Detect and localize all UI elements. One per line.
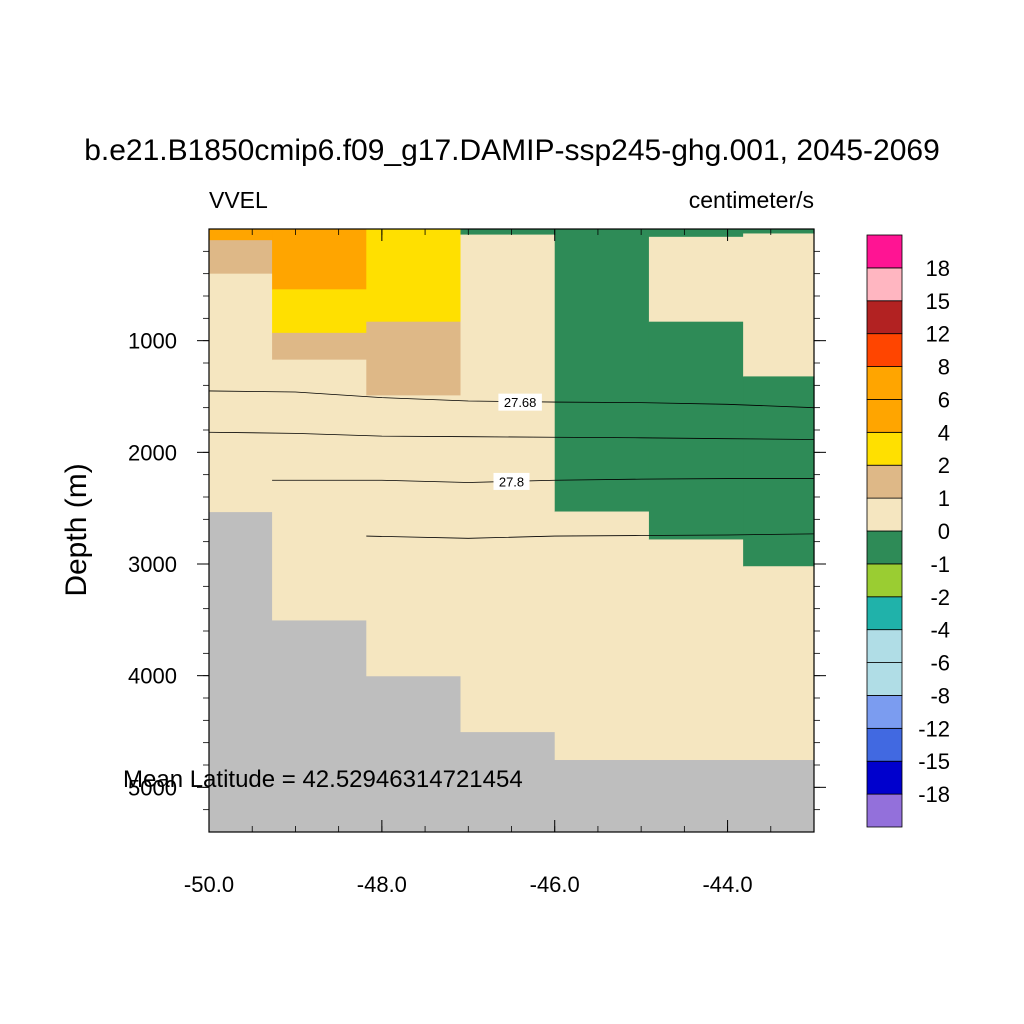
colorbar-label-2: -12 bbox=[918, 716, 950, 741]
cell-col6-seg3 bbox=[743, 566, 815, 761]
cell-col6-seg2 bbox=[743, 376, 815, 567]
cell-col0-seg0 bbox=[209, 229, 273, 241]
colorbar-swatch-6 bbox=[866, 596, 903, 631]
colorbar-label-4: -6 bbox=[930, 651, 950, 676]
colorbar-label-8: 0 bbox=[938, 519, 950, 544]
cell-col2-seg2 bbox=[366, 395, 462, 677]
cell-col2-seg1 bbox=[366, 321, 462, 396]
colorbar-label-1: -15 bbox=[918, 749, 950, 774]
y-tick-label-4: 5000 bbox=[128, 775, 177, 800]
contour-lines: 27.68 27.8 bbox=[208, 390, 815, 539]
colorbar-swatch-1 bbox=[866, 760, 903, 795]
colorbar-swatch-14 bbox=[866, 333, 903, 367]
colorbar-label-9: 1 bbox=[938, 486, 950, 511]
cell-col6-seg0 bbox=[743, 229, 815, 235]
colorbar-swatch-17 bbox=[866, 234, 903, 269]
colorbar-swatch-12 bbox=[866, 399, 903, 433]
colorbar-label-11: 4 bbox=[938, 420, 950, 445]
colorbar-swatch-9 bbox=[866, 497, 903, 532]
x-tick-label-2: -46.0 bbox=[530, 872, 580, 897]
colorbar-label-6: -2 bbox=[930, 585, 950, 610]
cell-col5-seg2 bbox=[648, 321, 744, 541]
y-tick-label-0: 1000 bbox=[128, 329, 177, 354]
contour-line-5 bbox=[366, 533, 815, 539]
cell-col1-seg3 bbox=[272, 359, 367, 621]
cell-col1-seg2 bbox=[272, 332, 367, 361]
x-tick-label-0: -50.0 bbox=[184, 872, 234, 897]
cell-col5-seg3 bbox=[648, 539, 744, 761]
contour-label-bg-1 bbox=[498, 393, 542, 411]
colorbar-swatch-7 bbox=[866, 563, 903, 598]
mean-latitude-note: Mean Latitude = 42.52946314721454 bbox=[123, 766, 523, 793]
axes: -50.0 -48.0 -46.0 -44.0 1000 2000 3000 4000 5000 bbox=[128, 228, 826, 897]
y-tick-label-1: 2000 bbox=[128, 440, 177, 465]
colorbar-swatch-15 bbox=[866, 300, 903, 335]
colorbar-swatch-8 bbox=[866, 530, 903, 565]
cell-col1-seg1 bbox=[272, 289, 367, 334]
contour-label-bg-4 bbox=[493, 472, 530, 490]
colorbar-swatch-3 bbox=[866, 695, 903, 729]
colorbar-label-16: 18 bbox=[926, 256, 950, 281]
colorbar-label-15: 15 bbox=[926, 289, 950, 314]
x-tick-label-1: -48.0 bbox=[357, 872, 407, 897]
colorbar-swatch-13 bbox=[866, 366, 903, 400]
colorbar-label-12: 6 bbox=[938, 387, 950, 412]
cell-col6-seg1 bbox=[743, 233, 815, 377]
cell-col5-seg1 bbox=[648, 236, 744, 323]
colorbar-label-13: 8 bbox=[938, 355, 950, 380]
colorbar-label-0: -18 bbox=[918, 782, 950, 807]
colorbar-label-10: 2 bbox=[938, 453, 950, 478]
cell-col2-seg0 bbox=[366, 229, 462, 323]
cell-col0-seg2 bbox=[209, 273, 273, 513]
colorbar-swatch-10 bbox=[866, 464, 903, 499]
plot-area bbox=[209, 229, 815, 832]
units-label: centimeter/s bbox=[689, 187, 814, 213]
cell-col5-seg0 bbox=[648, 229, 744, 238]
y-axis-label: Depth (m) bbox=[60, 463, 93, 596]
cell-col0-seg1 bbox=[209, 240, 273, 275]
colorbar-swatch-5 bbox=[866, 629, 903, 663]
colorbar-label-3: -8 bbox=[930, 683, 950, 708]
cell-col4-seg1 bbox=[554, 511, 650, 761]
contour-line-3 bbox=[272, 478, 814, 483]
variable-label: VVEL bbox=[209, 187, 268, 213]
contour-label-4: 27.8 bbox=[499, 474, 524, 489]
cell-col4-seg0 bbox=[554, 229, 650, 513]
colorbar-swatch-0 bbox=[866, 793, 903, 828]
colorbar-swatch-16 bbox=[866, 267, 903, 302]
colorbar-label-14: 12 bbox=[926, 322, 950, 347]
colorbar-swatch-11 bbox=[866, 431, 903, 466]
contour-label-1: 27.68 bbox=[504, 395, 537, 410]
colorbar-swatch-4 bbox=[866, 662, 903, 696]
cell-col3-seg0 bbox=[460, 229, 556, 236]
chart-title: b.e21.B1850cmip6.f09_g17.DAMIP-ssp245-gh… bbox=[84, 134, 940, 167]
y-tick-label-2: 3000 bbox=[128, 552, 177, 577]
contour-line-2 bbox=[208, 431, 815, 440]
cell-col1-seg0 bbox=[272, 229, 367, 290]
y-tick-label-3: 4000 bbox=[128, 664, 177, 689]
colorbar-label-5: -4 bbox=[930, 618, 950, 643]
colorbar-swatch-2 bbox=[866, 727, 903, 762]
colorbar-label-7: -1 bbox=[930, 552, 950, 577]
x-tick-label-3: -44.0 bbox=[702, 872, 752, 897]
